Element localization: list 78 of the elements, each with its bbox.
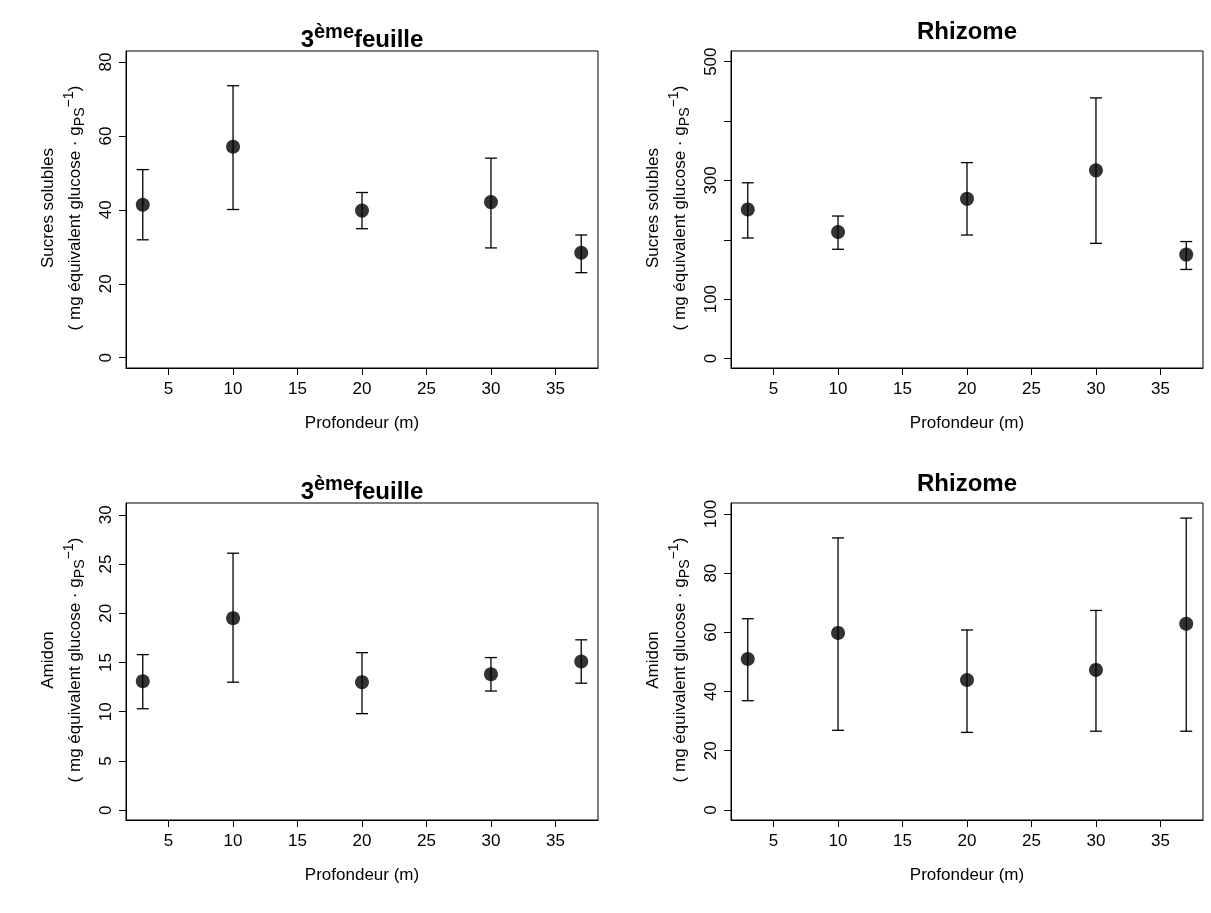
point bbox=[831, 225, 846, 240]
y-tick-label: 300 bbox=[701, 166, 720, 195]
y-tick-label: 40 bbox=[701, 682, 720, 701]
y-tick-label: 60 bbox=[96, 126, 115, 146]
x-tick-label: 15 bbox=[893, 831, 912, 850]
point bbox=[1179, 616, 1194, 631]
x-tick-label: 5 bbox=[768, 831, 779, 850]
x-tick-label: 35 bbox=[545, 831, 565, 850]
y-tick-label: 100 bbox=[701, 499, 720, 529]
point bbox=[483, 667, 498, 682]
y-tick-label: 0 bbox=[701, 805, 720, 815]
y-tick-label: 20 bbox=[96, 274, 115, 294]
y-tick-label: 20 bbox=[96, 603, 115, 623]
point bbox=[483, 195, 498, 210]
y-tick-label: 80 bbox=[701, 563, 720, 583]
x-tick-label: 15 bbox=[288, 831, 307, 850]
x-tick-label: 30 bbox=[1086, 379, 1106, 398]
y-tick-label: 30 bbox=[96, 505, 115, 525]
point bbox=[355, 203, 369, 218]
x-tick-label: 30 bbox=[1086, 831, 1106, 850]
y-tick-label: 5 bbox=[96, 756, 115, 766]
y-tick-label: 100 bbox=[701, 284, 720, 314]
y-tick-label: 25 bbox=[96, 554, 115, 574]
x-tick-label: 20 bbox=[957, 831, 977, 850]
x-tick-label: 10 bbox=[223, 831, 243, 850]
point bbox=[831, 625, 846, 640]
point bbox=[135, 197, 150, 212]
y-tick-label: 20 bbox=[701, 741, 720, 761]
y-tick-label: 0 bbox=[96, 352, 115, 363]
x-tick-label: 35 bbox=[1150, 379, 1170, 398]
x-tick-label: 10 bbox=[828, 831, 848, 850]
chart-title: Rhizome bbox=[916, 468, 1018, 498]
x-tick-label: 5 bbox=[163, 379, 174, 398]
x-axis-title: Profondeur (m) bbox=[304, 865, 420, 884]
point bbox=[226, 139, 241, 154]
x-tick-label: 35 bbox=[545, 379, 565, 398]
y-tick-label: 40 bbox=[96, 200, 115, 220]
point bbox=[1179, 247, 1194, 262]
y-tick-label: 0 bbox=[701, 353, 720, 364]
x-tick-label: 25 bbox=[417, 831, 436, 850]
point bbox=[740, 202, 755, 217]
y-tick-label: 0 bbox=[96, 805, 115, 815]
chart-title: Rhizome bbox=[916, 16, 1018, 46]
point bbox=[226, 611, 241, 626]
y-tick-label: 500 bbox=[701, 47, 720, 76]
point bbox=[1088, 163, 1103, 178]
x-axis-title: Profondeur (m) bbox=[304, 413, 420, 432]
point bbox=[355, 675, 369, 690]
x-tick-label: 20 bbox=[957, 379, 977, 398]
point bbox=[960, 191, 974, 206]
x-tick-label: 15 bbox=[288, 379, 307, 398]
x-tick-label: 10 bbox=[828, 379, 848, 398]
chart-title: 3$^{ème}$feuille bbox=[299, 471, 425, 506]
x-tick-label: 25 bbox=[1022, 379, 1041, 398]
x-tick-label: 15 bbox=[893, 379, 912, 398]
x-tick-label: 5 bbox=[163, 831, 174, 850]
point bbox=[960, 673, 974, 687]
x-tick-label: 5 bbox=[768, 379, 779, 398]
x-tick-label: 30 bbox=[481, 379, 501, 398]
point bbox=[135, 674, 150, 689]
point bbox=[740, 651, 755, 666]
x-tick-label: 10 bbox=[223, 379, 243, 398]
x-tick-label: 20 bbox=[352, 831, 372, 850]
point bbox=[574, 654, 589, 669]
x-tick-label: 20 bbox=[352, 379, 372, 398]
x-axis-title: Profondeur (m) bbox=[909, 413, 1025, 432]
y-tick-label: 60 bbox=[701, 622, 720, 642]
x-tick-label: 25 bbox=[1022, 831, 1041, 850]
x-tick-label: 25 bbox=[417, 379, 436, 398]
chart-title: 3$^{ème}$feuille bbox=[299, 19, 425, 54]
point bbox=[574, 245, 589, 260]
y-tick-label: 15 bbox=[96, 653, 115, 672]
x-tick-label: 30 bbox=[481, 831, 501, 850]
x-axis-title: Profondeur (m) bbox=[909, 865, 1025, 884]
x-tick-label: 35 bbox=[1150, 831, 1170, 850]
point bbox=[1088, 662, 1103, 677]
y-tick-label: 10 bbox=[96, 702, 115, 722]
y-tick-label: 80 bbox=[96, 52, 115, 72]
